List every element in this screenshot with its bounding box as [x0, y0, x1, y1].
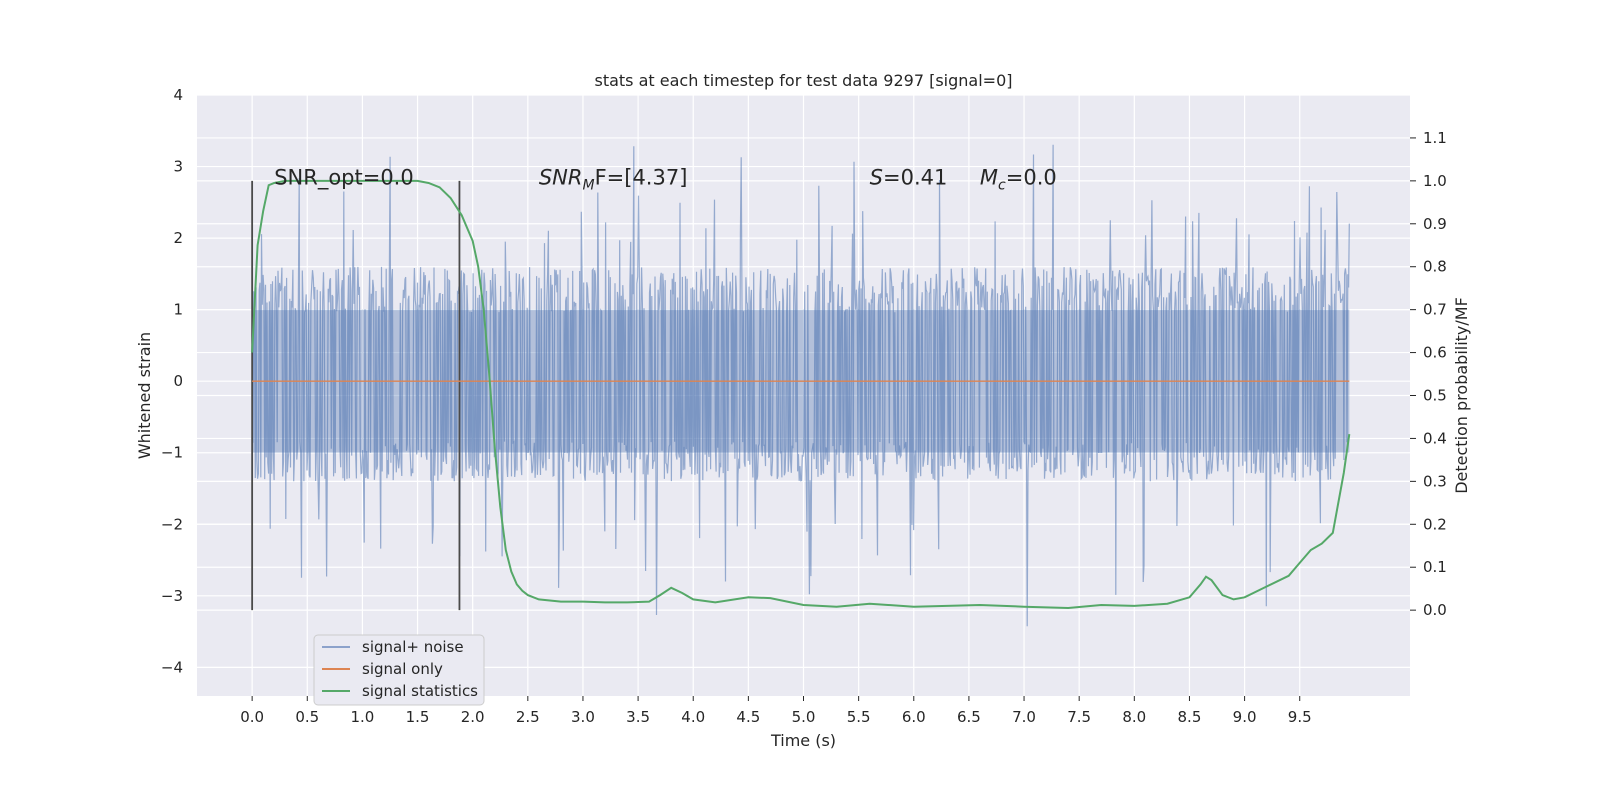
y-left-tick-label: 0 — [173, 372, 183, 390]
annotation-s: S=0.41 — [870, 165, 948, 189]
y-right-tick-label: 0.2 — [1423, 515, 1447, 533]
x-tick-label: 6.5 — [957, 708, 981, 726]
legend-label: signal only — [362, 660, 443, 678]
x-tick-label: 6.0 — [902, 708, 926, 726]
y-left-tick-label: −2 — [161, 515, 183, 533]
x-tick-label: 3.0 — [571, 708, 595, 726]
y-right-tick-label: 0.4 — [1423, 429, 1447, 447]
y-right-tick-label: 0.1 — [1423, 558, 1447, 576]
y-left-tick-label: 2 — [173, 229, 183, 247]
x-tick-label: 5.0 — [792, 708, 816, 726]
signal-statistics-line — [251, 179, 1351, 610]
x-tick-label: 2.0 — [461, 708, 485, 726]
y-left-tick-label: −4 — [161, 658, 183, 676]
y-right-tick-label: 0.7 — [1423, 301, 1447, 319]
x-tick-label: 9.5 — [1288, 708, 1312, 726]
y-right-tick-label: 0.8 — [1423, 258, 1447, 276]
x-axis-label: Time (s) — [770, 731, 836, 750]
series-signal-statistics — [251, 179, 1351, 610]
y-right-tick-label: 1.1 — [1423, 129, 1447, 147]
x-tick-label: 0.0 — [240, 708, 264, 726]
x-tick-label: 4.0 — [681, 708, 705, 726]
y-left-axis-ticks: −4 −3 −2 −1 0 1 2 3 4 — [161, 86, 183, 676]
x-tick-label: 1.0 — [350, 708, 374, 726]
x-tick-label: 9.0 — [1233, 708, 1257, 726]
annotations: SNR_opt=0.0 SNRMF=[4.37] S=0.41 Mc=0.0 — [274, 165, 1057, 193]
y-left-tick-label: 3 — [173, 158, 183, 176]
x-tick-label: 7.0 — [1012, 708, 1036, 726]
legend-box — [313, 634, 485, 706]
x-tick-label: 8.0 — [1122, 708, 1146, 726]
y-left-tick-label: −3 — [161, 587, 183, 605]
y-right-tick-label: 0.3 — [1423, 472, 1447, 490]
x-tick-label: 3.5 — [626, 708, 650, 726]
y-right-tick-label: 1.0 — [1423, 172, 1447, 190]
y-left-tick-label: 4 — [173, 86, 183, 104]
noise-trace — [251, 144, 1350, 627]
x-tick-label: 8.5 — [1178, 708, 1202, 726]
legend-label: signal statistics — [362, 682, 478, 700]
legend: signal+ noise signal only signal statistic… — [313, 634, 485, 706]
x-tick-label: 7.5 — [1067, 708, 1091, 726]
chart-title: stats at each timestep for test data 929… — [594, 71, 1012, 90]
y-left-tick-label: −1 — [161, 444, 183, 462]
y-right-axis-ticks: 0.0 0.1 0.2 0.3 0.4 0.5 0.6 0.7 0.8 0.9 1.0 1.1 — [1410, 129, 1447, 619]
x-axis-ticks: 0.0 0.5 1.0 1.5 2.0 2.5 3.0 3.5 4.0 4.5 5.0 5.5 6.0 6… — [240, 696, 1312, 726]
x-tick-label: 4.5 — [736, 708, 760, 726]
x-tick-label: 5.5 — [847, 708, 871, 726]
y-right-tick-label: 0.5 — [1423, 387, 1447, 405]
y-left-tick-label: 1 — [173, 301, 183, 319]
legend-label: signal+ noise — [362, 638, 464, 656]
vertical-markers — [251, 180, 461, 611]
y-right-tick-label: 0.6 — [1423, 344, 1447, 362]
y-left-axis-label: Whitened strain — [135, 332, 154, 459]
annotation-snr_mf: SNRMF=[4.37] — [539, 165, 688, 193]
y-right-axis-label: Detection probability/MF — [1452, 297, 1471, 494]
annotation-mc: Mc=0.0 — [980, 165, 1057, 193]
annotation-snr_opt: SNR_opt=0.0 — [274, 165, 414, 190]
x-tick-label: 1.5 — [406, 708, 430, 726]
x-tick-label: 0.5 — [295, 708, 319, 726]
y-right-tick-label: 0.0 — [1423, 601, 1447, 619]
x-tick-label: 2.5 — [516, 708, 540, 726]
y-right-tick-label: 0.9 — [1423, 215, 1447, 233]
